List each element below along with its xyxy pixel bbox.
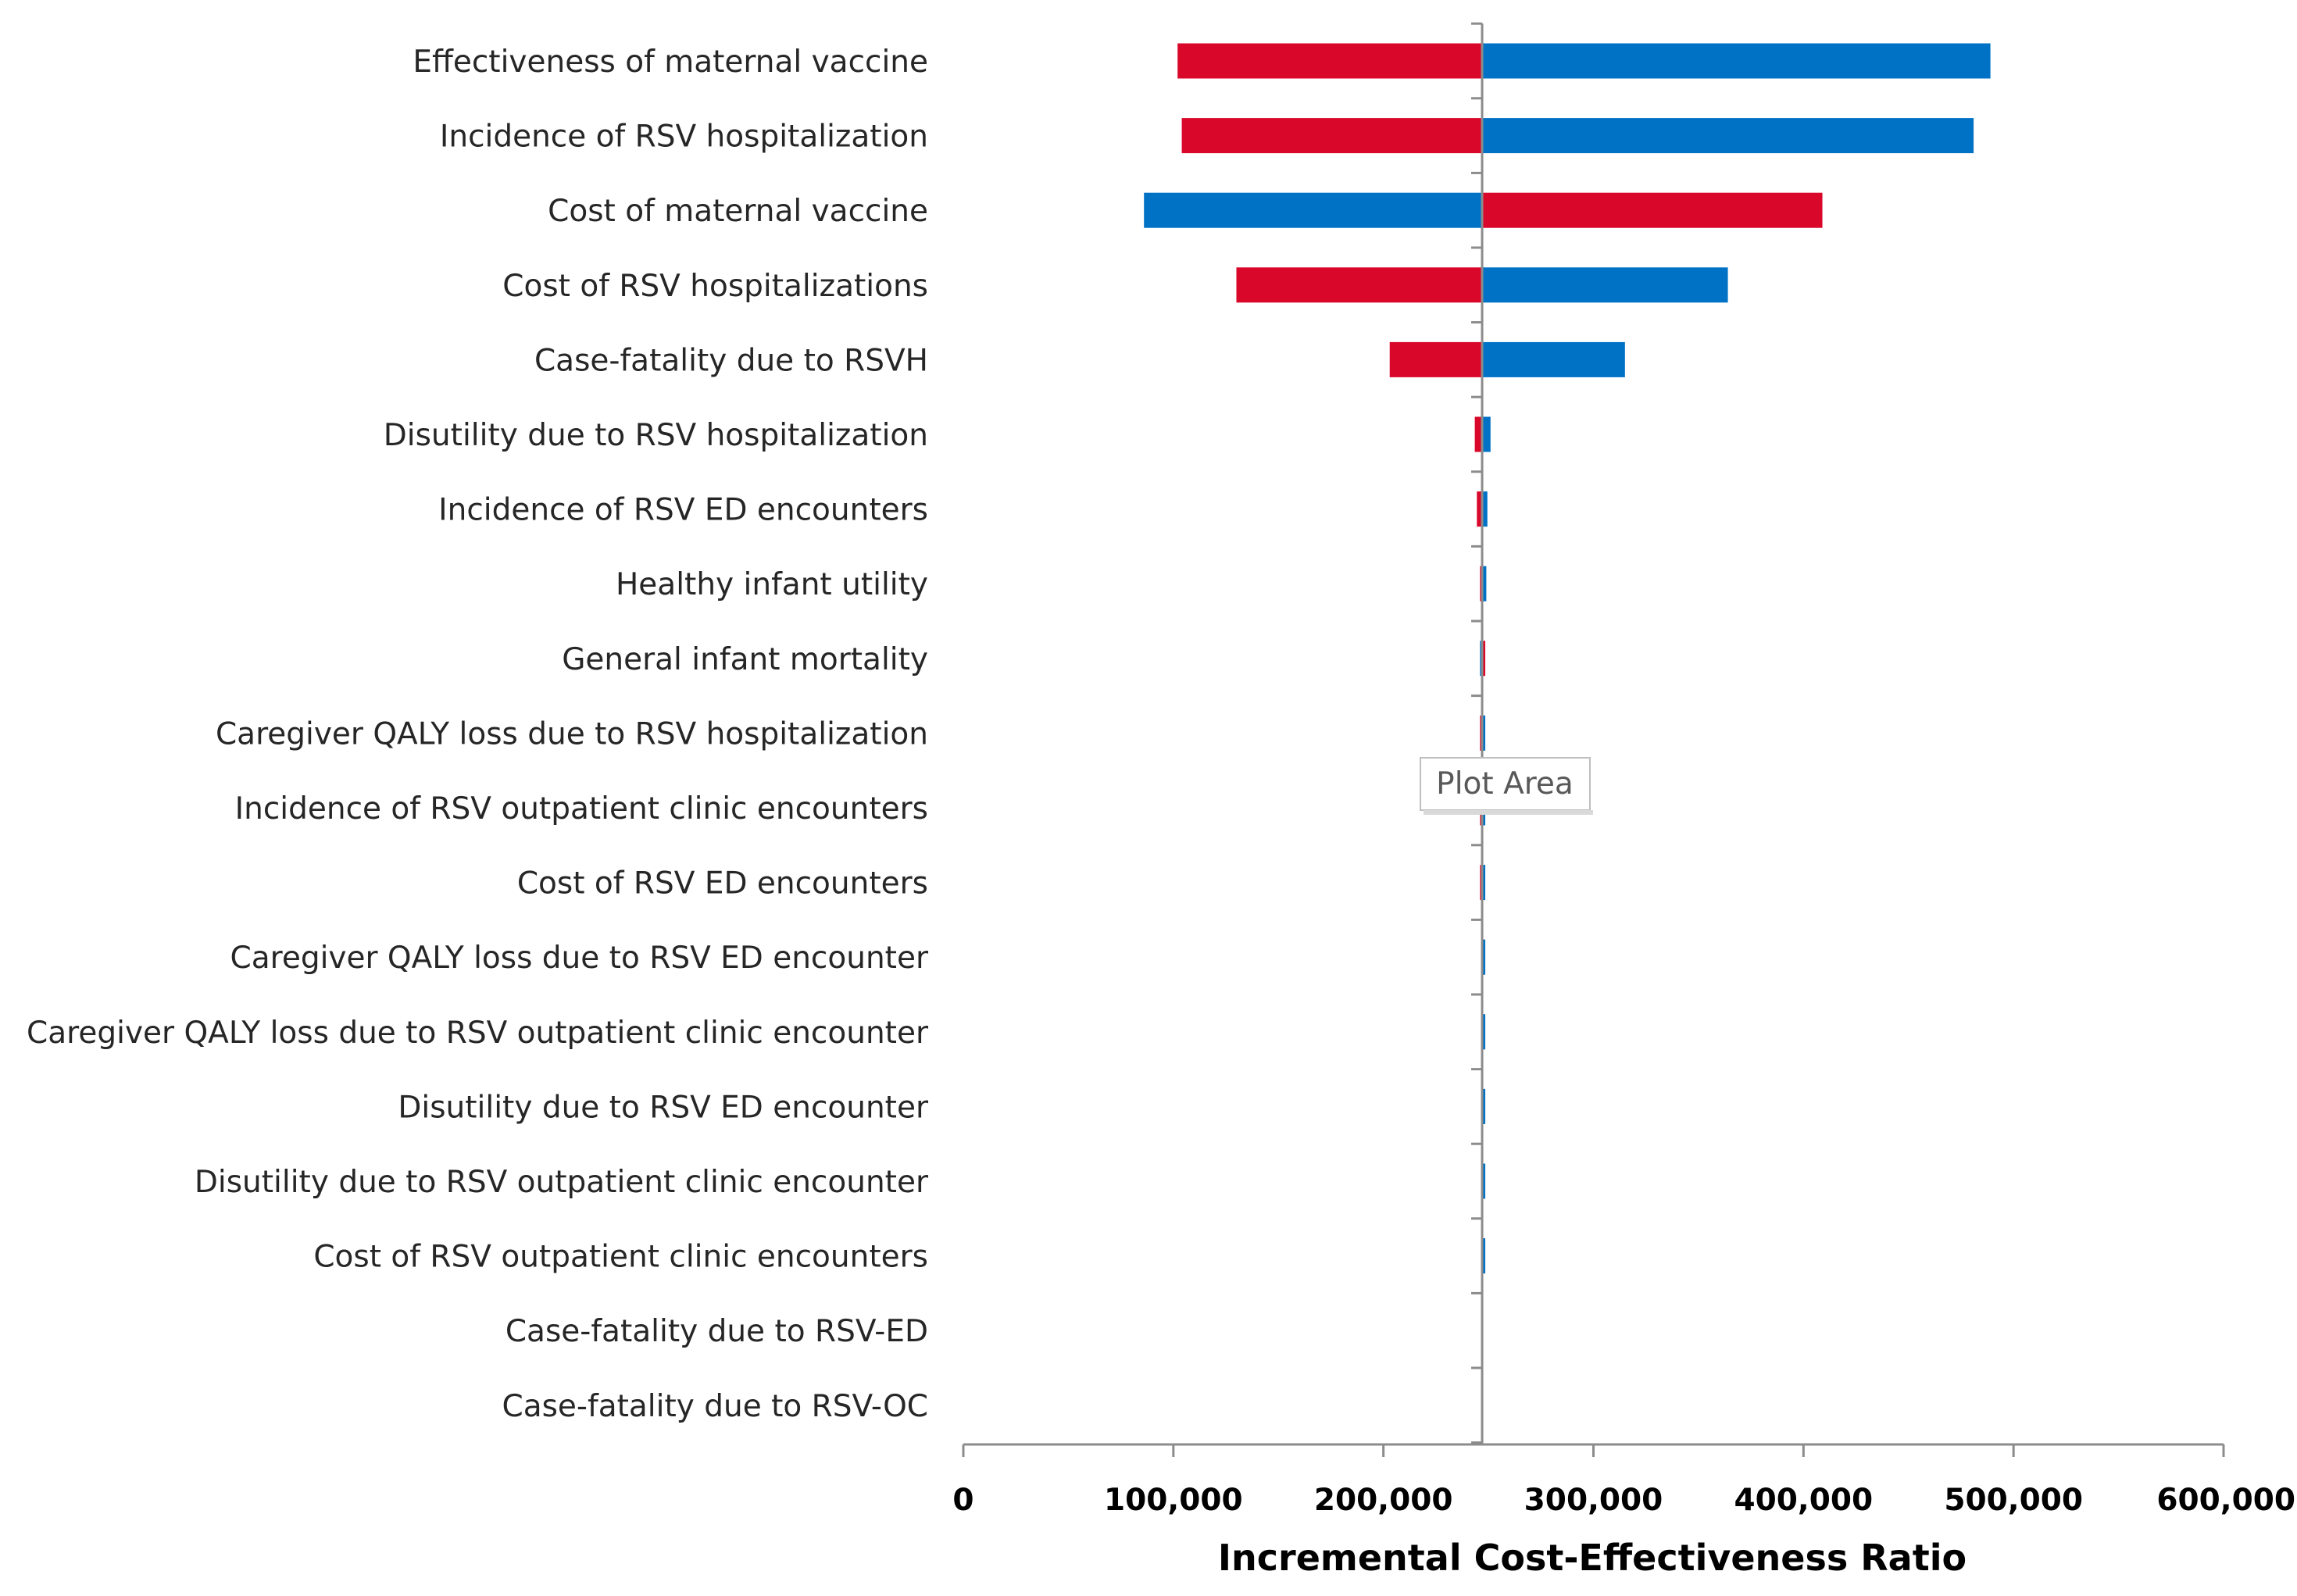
category-label-1: Effectiveness of maternal vaccine <box>413 45 928 80</box>
x-tick-label-3: 300,000 <box>1524 1483 1663 1518</box>
category-label-10: Caregiver QALY loss due to RSV hospitali… <box>216 716 928 752</box>
x-tick-label-2: 200,000 <box>1314 1483 1453 1518</box>
x-tick-label-0: 0 <box>952 1483 973 1518</box>
bar-blue-1 <box>1482 43 1991 79</box>
bar-blue-8 <box>1482 566 1487 602</box>
bar-blue-16 <box>1482 1163 1486 1199</box>
category-label-6: Disutility due to RSV hospitalization <box>384 418 928 453</box>
bar-blue-6 <box>1482 416 1491 452</box>
x-tick-label-4: 400,000 <box>1734 1483 1874 1518</box>
bar-red-6 <box>1474 416 1483 452</box>
bar-blue-2 <box>1482 118 1974 154</box>
category-label-11: Incidence of RSV outpatient clinic encou… <box>235 791 928 827</box>
x-axis-title: Incremental Cost-Effectiveness Ratio <box>1218 1537 1967 1579</box>
category-label-3: Cost of maternal vaccine <box>548 194 928 229</box>
x-tick-labels: 0 100,000 200,000 300,000 400,000 500,000 600,… <box>952 1483 2295 1518</box>
bar-red-1 <box>1177 43 1483 79</box>
category-label-7: Incidence of RSV ED encounters <box>438 493 928 528</box>
bar-blue-13 <box>1482 939 1486 975</box>
category-label-5: Case-fatality due to RSVH <box>534 343 928 378</box>
category-label-19: Case-fatality due to RSV-OC <box>502 1389 928 1424</box>
bar-blue-17 <box>1482 1238 1486 1274</box>
category-label-14: Caregiver QALY loss due to RSV outpatien… <box>27 1016 929 1051</box>
axis-layer <box>962 22 2225 1457</box>
bar-blue-14 <box>1482 1014 1486 1050</box>
category-labels: Effectiveness of maternal vaccine Inciden… <box>27 45 929 1424</box>
bar-red-7 <box>1477 491 1483 527</box>
tooltip-shadow <box>1424 810 1593 815</box>
bar-blue-15 <box>1482 1088 1486 1124</box>
bars-layer <box>1144 43 1991 1274</box>
category-label-8: Healthy infant utility <box>616 567 928 602</box>
bar-red-4 <box>1236 267 1483 303</box>
category-label-18: Case-fatality due to RSV-ED <box>505 1314 928 1349</box>
tooltip-text: Plot Area <box>1436 766 1574 802</box>
category-label-17: Cost of RSV outpatient clinic encounters <box>313 1240 928 1275</box>
bar-blue-12 <box>1482 865 1486 901</box>
bar-blue-7 <box>1482 491 1488 527</box>
bar-blue-5 <box>1482 341 1625 377</box>
bar-red-9 <box>1482 641 1486 677</box>
category-label-2: Incidence of RSV hospitalization <box>440 120 928 155</box>
bar-red-2 <box>1181 118 1483 154</box>
category-label-12: Cost of RSV ED encounters <box>517 866 928 902</box>
category-label-16: Disutility due to RSV outpatient clinic … <box>195 1165 929 1200</box>
category-label-15: Disutility due to RSV ED encounter <box>398 1090 929 1125</box>
x-tick-label-6: 600,000 <box>2156 1483 2295 1518</box>
category-label-9: General infant mortality <box>562 642 928 677</box>
category-label-13: Caregiver QALY loss due to RSV ED encoun… <box>230 941 929 976</box>
bar-red-3 <box>1482 192 1823 228</box>
bar-blue-10 <box>1482 715 1486 751</box>
category-label-4: Cost of RSV hospitalizations <box>502 269 928 304</box>
x-tick-label-1: 100,000 <box>1104 1483 1243 1518</box>
bar-blue-4 <box>1482 267 1728 303</box>
plot-area-tooltip: Plot Area <box>1420 757 1593 815</box>
bar-red-5 <box>1389 341 1483 377</box>
x-tick-label-5: 500,000 <box>1944 1483 2083 1518</box>
bar-blue-3 <box>1144 192 1483 228</box>
